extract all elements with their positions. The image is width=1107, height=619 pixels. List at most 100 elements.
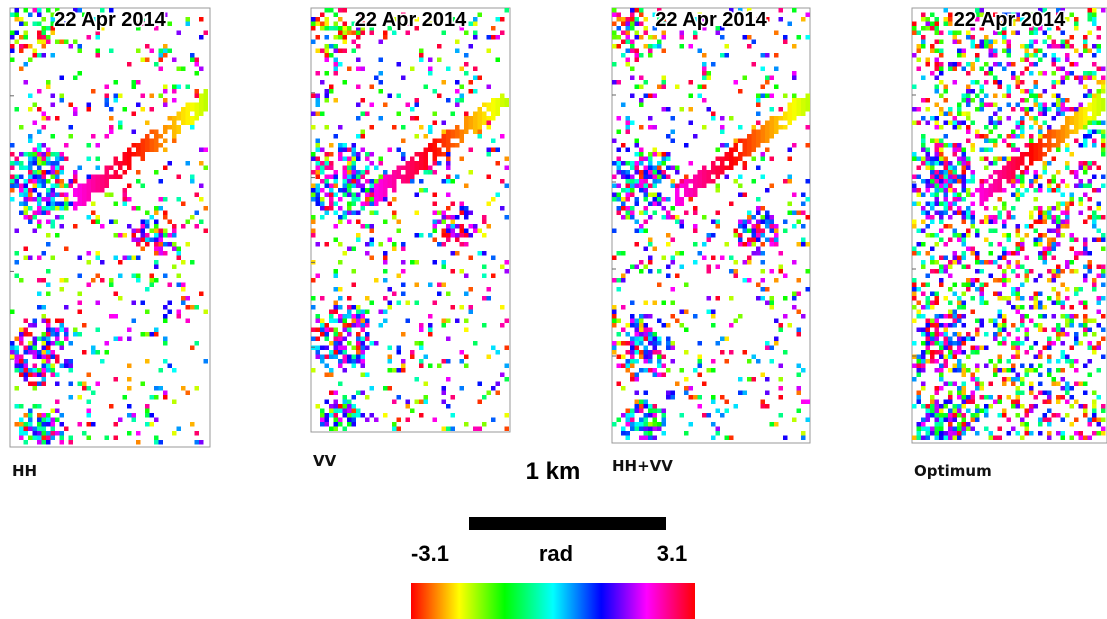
- speckle: [361, 134, 366, 139]
- speckle: [770, 359, 775, 364]
- speckle: [756, 229, 761, 234]
- speckle: [442, 179, 447, 184]
- speckle: [725, 409, 730, 414]
- speckle: [1070, 260, 1075, 265]
- speckle: [939, 269, 944, 274]
- speckle: [69, 184, 74, 189]
- speckle: [1074, 139, 1079, 144]
- speckle: [698, 179, 703, 184]
- speckle: [82, 197, 87, 202]
- speckle: [779, 265, 784, 270]
- speckle: [792, 103, 797, 108]
- speckle: [621, 17, 626, 22]
- speckle: [55, 202, 60, 207]
- speckle: [410, 350, 415, 355]
- speckle: [1020, 323, 1025, 328]
- speckle: [316, 274, 321, 279]
- speckle: [446, 152, 451, 157]
- speckle: [10, 13, 15, 18]
- speckle: [19, 431, 24, 436]
- speckle: [428, 328, 433, 333]
- speckle: [1074, 269, 1079, 274]
- speckle: [1011, 427, 1016, 432]
- speckle: [626, 332, 631, 337]
- speckle: [648, 157, 653, 162]
- speckle: [1101, 143, 1106, 148]
- speckle: [1097, 121, 1102, 126]
- speckle: [939, 364, 944, 369]
- speckle: [451, 143, 456, 148]
- speckle: [46, 269, 51, 274]
- speckle: [953, 350, 958, 355]
- speckle: [42, 26, 47, 31]
- speckle: [320, 22, 325, 27]
- speckle: [172, 139, 177, 144]
- speckle: [343, 350, 348, 355]
- speckle: [24, 256, 29, 261]
- speckle: [55, 206, 60, 211]
- speckle: [1092, 143, 1097, 148]
- speckle: [406, 161, 411, 166]
- speckle: [765, 53, 770, 58]
- speckle: [316, 22, 321, 27]
- speckle: [707, 368, 712, 373]
- speckle: [1038, 184, 1043, 189]
- speckle: [921, 265, 926, 270]
- speckle: [621, 170, 626, 175]
- speckle: [78, 184, 83, 189]
- speckle: [1002, 166, 1007, 171]
- speckle: [1047, 35, 1052, 40]
- speckle: [962, 148, 967, 153]
- speckle: [365, 197, 370, 202]
- speckle: [621, 251, 626, 256]
- speckle: [1025, 278, 1030, 283]
- speckle: [1083, 161, 1088, 166]
- speckle: [962, 184, 967, 189]
- speckle: [42, 373, 47, 378]
- speckle: [136, 229, 141, 234]
- speckle: [442, 31, 447, 36]
- speckle: [1097, 94, 1102, 99]
- speckle: [415, 103, 420, 108]
- speckle: [163, 251, 168, 256]
- speckle: [19, 337, 24, 342]
- speckle: [930, 157, 935, 162]
- speckle: [984, 166, 989, 171]
- speckle: [401, 179, 406, 184]
- speckle: [1047, 359, 1052, 364]
- speckle: [939, 323, 944, 328]
- speckle: [648, 431, 653, 436]
- speckle: [948, 238, 953, 243]
- speckle: [343, 157, 348, 162]
- speckle: [159, 67, 164, 72]
- speckle: [626, 341, 631, 346]
- speckle: [1065, 17, 1070, 22]
- speckle: [163, 319, 168, 324]
- speckle: [984, 157, 989, 162]
- speckle: [626, 58, 631, 63]
- speckle: [338, 49, 343, 54]
- speckle: [935, 116, 940, 121]
- speckle: [181, 301, 186, 306]
- speckle: [930, 139, 935, 144]
- speckle: [975, 278, 980, 283]
- speckle: [953, 188, 958, 193]
- speckle: [132, 206, 137, 211]
- speckle: [948, 166, 953, 171]
- speckle: [33, 49, 38, 54]
- speckle: [657, 337, 662, 342]
- speckle: [948, 382, 953, 387]
- speckle: [491, 107, 496, 112]
- speckle: [464, 364, 469, 369]
- speckle: [626, 323, 631, 328]
- speckle: [442, 242, 447, 247]
- speckle: [60, 413, 65, 418]
- speckle: [365, 170, 370, 175]
- speckle: [680, 197, 685, 202]
- speckle: [343, 40, 348, 45]
- speckle: [792, 292, 797, 297]
- speckle: [141, 233, 146, 238]
- speckle: [993, 229, 998, 234]
- speckle: [455, 233, 460, 238]
- speckle: [756, 251, 761, 256]
